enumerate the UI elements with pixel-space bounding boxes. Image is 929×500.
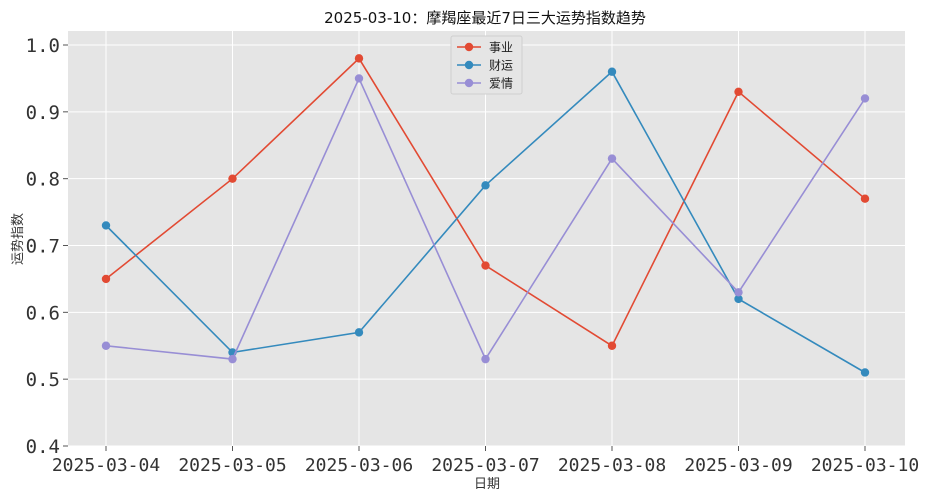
y-tick-label: 1.0: [26, 35, 60, 57]
gridlines: [68, 31, 905, 447]
series-1: [101, 54, 870, 350]
y-tick-label: 0.7: [26, 236, 60, 258]
data-point: [734, 294, 743, 304]
legend-swatch-marker: [464, 60, 474, 70]
legend-swatch-marker: [464, 78, 474, 88]
chart-title: 2025-03-10：摩羯座最近7日三大运势指数趋势: [324, 9, 646, 27]
data-point: [734, 87, 743, 96]
data-point: [101, 274, 111, 284]
legend-label: 财运: [489, 59, 513, 73]
x-tick-label: 2025-03-04: [52, 455, 160, 476]
y-axis-label: 运势指数: [10, 213, 26, 265]
x-tick-label: 2025-03-08: [558, 455, 666, 476]
y-tick-label: 0.6: [26, 302, 60, 324]
data-point: [101, 221, 111, 230]
y-tick-label: 0.8: [26, 169, 60, 191]
legend-swatch-marker: [464, 42, 474, 52]
x-tick-label: 2025-03-06: [305, 455, 413, 476]
data-point: [228, 354, 237, 364]
data-point: [354, 54, 364, 63]
x-tick-label: 2025-03-05: [178, 455, 286, 476]
x-tick-label: 2025-03-07: [431, 455, 539, 476]
legend-label: 爱情: [489, 77, 513, 91]
data-point: [860, 368, 870, 377]
data-point: [481, 181, 490, 190]
plot-area: [68, 31, 905, 446]
x-axis-label: 日期: [474, 477, 500, 492]
x-tick-label: 2025-03-09: [684, 455, 792, 476]
data-point: [860, 94, 870, 103]
data-point: [607, 67, 617, 76]
y-tick-label: 0.4: [26, 436, 60, 458]
y-tick-label: 0.9: [26, 102, 60, 124]
data-point: [860, 194, 870, 203]
data-point: [354, 74, 364, 83]
y-axis-ticks: 0.4 0.5 0.6 0.7 0.8 0.9 1.0: [26, 35, 68, 458]
data-point: [607, 341, 617, 350]
series-layer: [101, 54, 870, 377]
x-tick-label: 2025-03-10: [811, 455, 919, 476]
series-3: [101, 74, 870, 364]
data-point: [734, 288, 743, 297]
data-point: [228, 174, 237, 183]
data-point: [101, 341, 111, 350]
data-point: [607, 154, 617, 163]
legend-label: 事业: [489, 41, 513, 55]
data-point: [481, 354, 490, 364]
y-tick-label: 0.5: [26, 369, 60, 391]
data-point: [481, 261, 490, 270]
x-axis-ticks: 2025-03-04 2025-03-05 2025-03-06 2025-03-07…: [52, 446, 919, 476]
data-point: [354, 328, 364, 337]
